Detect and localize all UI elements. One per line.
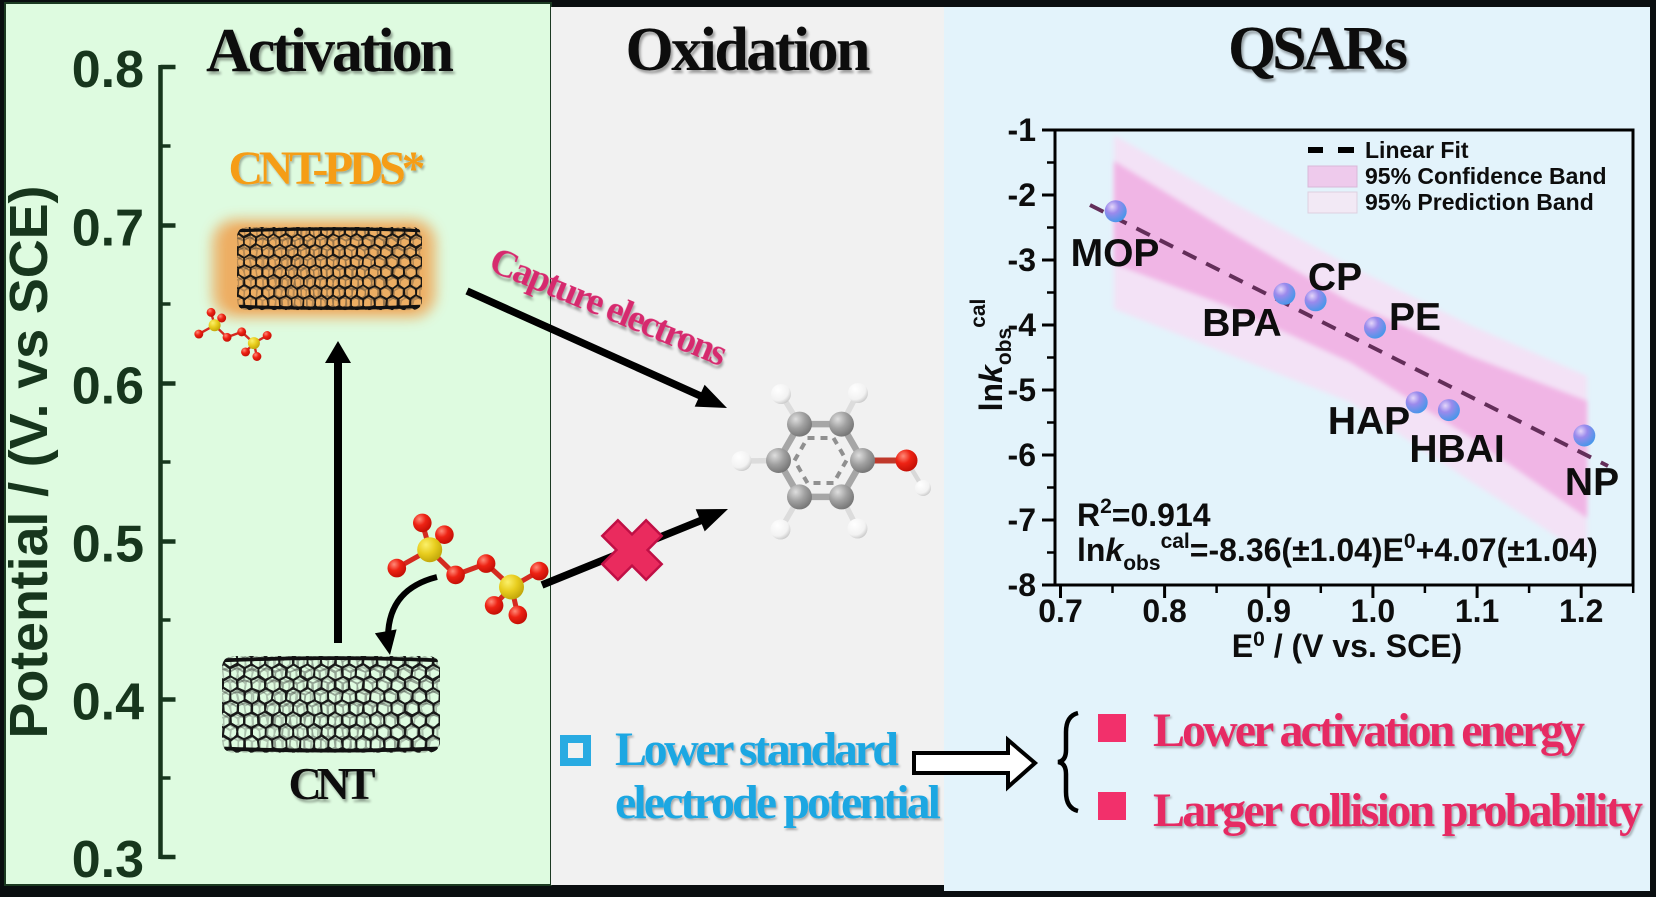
svg-text:HAP: HAP (1328, 400, 1410, 443)
svg-text:electrode potential: electrode potential (615, 776, 941, 829)
svg-text:-4: -4 (1008, 307, 1037, 343)
svg-text:CNT: CNT (289, 758, 376, 809)
svg-text:-3: -3 (1008, 242, 1036, 278)
svg-text:-5: -5 (1008, 372, 1036, 408)
svg-text:0.8: 0.8 (72, 41, 144, 99)
svg-text:1.1: 1.1 (1455, 593, 1499, 629)
svg-text:Lower activation energy: Lower activation energy (1153, 704, 1585, 757)
svg-text:R2=0.914: R2=0.914 (1077, 495, 1211, 533)
svg-text:HBAI: HBAI (1409, 428, 1504, 471)
svg-text:-1: -1 (1008, 112, 1036, 148)
svg-text:0.4: 0.4 (72, 674, 144, 732)
svg-text:-7: -7 (1008, 502, 1036, 538)
svg-text:0.9: 0.9 (1247, 593, 1291, 629)
svg-text:95% Confidence Band: 95% Confidence Band (1365, 163, 1607, 189)
svg-text:0.5: 0.5 (72, 516, 144, 574)
svg-text:Activation: Activation (206, 17, 454, 85)
svg-text:95% Prediction Band: 95% Prediction Band (1365, 189, 1594, 215)
svg-text:QSARs: QSARs (1228, 15, 1408, 83)
svg-text:-6: -6 (1008, 437, 1036, 473)
svg-text:Oxidation: Oxidation (626, 16, 871, 84)
svg-text:0.7: 0.7 (1038, 593, 1082, 629)
svg-text:0.6: 0.6 (72, 358, 144, 416)
svg-text:PE: PE (1389, 296, 1441, 339)
svg-text:Larger collision probability: Larger collision probability (1153, 784, 1643, 837)
svg-text:-8: -8 (1008, 567, 1036, 603)
svg-text:BPA: BPA (1202, 302, 1281, 345)
svg-text:Lower standard: Lower standard (615, 723, 899, 776)
svg-text:0.3: 0.3 (72, 831, 144, 889)
svg-text:NP: NP (1565, 461, 1619, 504)
svg-text:E0 / (V vs. SCE): E0 / (V vs. SCE) (1232, 628, 1462, 664)
svg-text:Linear Fit: Linear Fit (1365, 137, 1469, 163)
svg-text:0.8: 0.8 (1142, 593, 1186, 629)
svg-text:CNT-PDS*: CNT-PDS* (229, 142, 426, 195)
svg-text:1.0: 1.0 (1351, 593, 1395, 629)
svg-text:Potential / (V. vs SCE): Potential / (V. vs SCE) (0, 186, 59, 739)
svg-text:MOP: MOP (1071, 232, 1160, 275)
svg-text:0.7: 0.7 (72, 200, 144, 258)
svg-text:1.2: 1.2 (1559, 593, 1603, 629)
svg-text:CP: CP (1308, 256, 1362, 299)
svg-text:-2: -2 (1008, 177, 1036, 213)
